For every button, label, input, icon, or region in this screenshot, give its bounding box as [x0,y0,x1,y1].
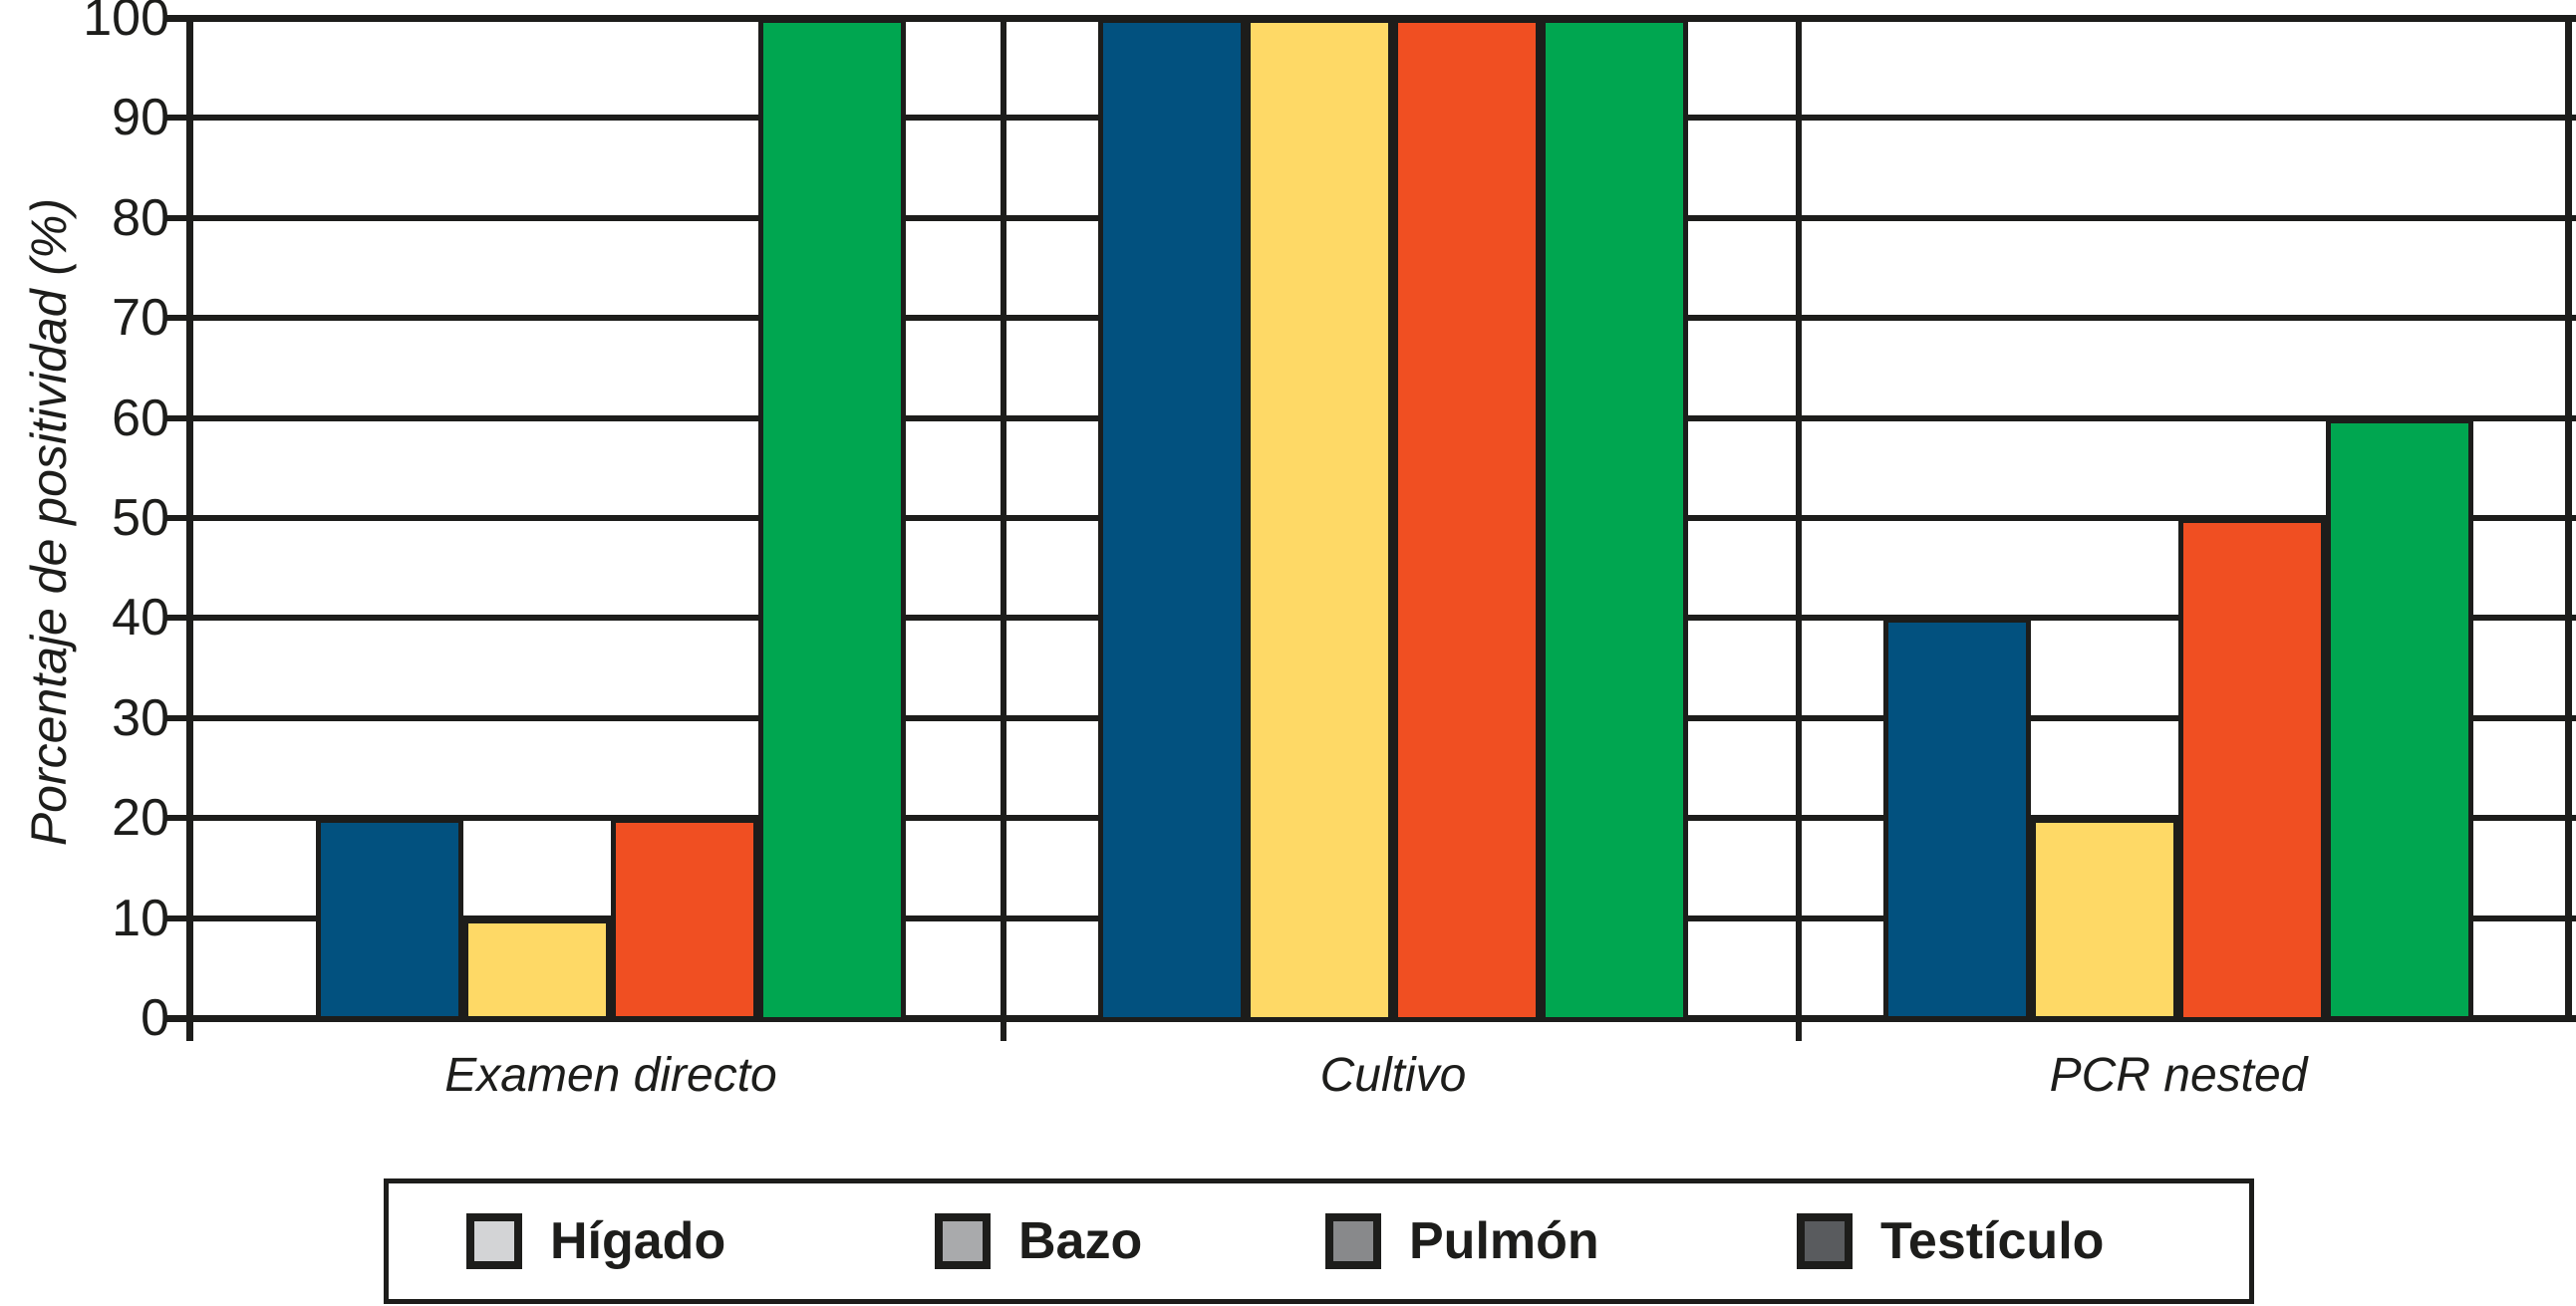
bar-cultivo-higado [1098,18,1246,1022]
bar-pcr-nested-bazo [2031,818,2178,1022]
bar-cultivo-testiculo [1541,18,1688,1022]
y-tick-label-10: 10 [112,889,169,947]
plot-right-border [2564,14,2572,1022]
group-separator-2 [1796,14,1802,1041]
bar-cultivo-bazo [1246,18,1393,1022]
y-tick-label-20: 20 [112,789,169,848]
y-tick-label-50: 50 [112,489,169,547]
legend-swatch-bazo [935,1213,991,1269]
y-tick-label-30: 30 [112,688,169,747]
legend-swatch-higado [466,1213,522,1269]
x-category-label-cultivo: Cultivo [1319,1049,1467,1102]
legend-label-pulmon: Pulmón [1409,1212,1599,1270]
y-tick-label-40: 40 [112,589,169,648]
y-tick-label-80: 80 [112,188,169,247]
group-separator-1 [1001,14,1006,1041]
bar-examen-directo-bazo [463,917,611,1022]
y-tick-label-70: 70 [112,289,169,348]
bar-pcr-nested-testiculo [2326,417,2473,1022]
x-category-label-examen-directo: Examen directo [444,1049,777,1102]
legend-swatch-pulmon [1325,1213,1381,1269]
y-tick-label-60: 60 [112,389,169,447]
y-axis-line [185,14,193,1041]
x-category-label-pcr-nested: PCR nested [2049,1049,2308,1102]
legend-item-pulmon: Pulmón [1325,1183,1599,1299]
legend-item-bazo: Bazo [935,1183,1142,1299]
legend-swatch-testiculo [1797,1213,1853,1269]
legend-label-bazo: Bazo [1018,1212,1143,1270]
legend: Hígado Bazo Pulmón Testículo [384,1178,2254,1304]
legend-label-higado: Hígado [550,1212,726,1270]
y-tick-label-0: 0 [141,989,169,1047]
bar-examen-directo-testiculo [758,18,906,1022]
legend-label-testiculo: Testículo [1880,1212,2105,1270]
bar-examen-directo-pulmon [611,818,758,1022]
bar-pcr-nested-higado [1883,618,2031,1022]
y-tick-label-90: 90 [112,89,169,147]
legend-item-testiculo: Testículo [1797,1183,2104,1299]
bar-cultivo-pulmon [1393,18,1541,1022]
y-tick-label-100: 100 [83,0,169,47]
legend-item-higado: Hígado [466,1183,725,1299]
bar-pcr-nested-pulmon [2178,518,2326,1022]
bar-examen-directo-higado [316,818,463,1022]
